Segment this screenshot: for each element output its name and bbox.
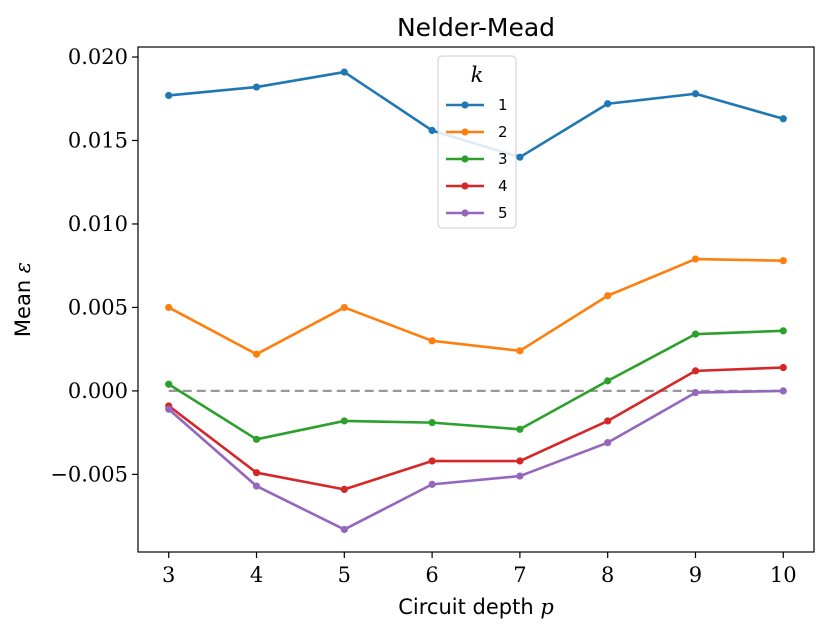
- series-1-point: [428, 126, 436, 135]
- series-5: [165, 387, 787, 534]
- series-3-point: [252, 435, 261, 443]
- axes: 3 4 5 6 7 8 9 10 0.020 0.015 0.010 0.005 0.000 −0.005…: [11, 45, 815, 619]
- series-3-point: [779, 327, 787, 335]
- series-1-point: [252, 83, 261, 91]
- series-2-point: [428, 337, 436, 345]
- x-axis-title: Circuit depth p: [398, 595, 554, 619]
- series-2-point: [691, 255, 700, 263]
- series-3-point: [165, 380, 173, 388]
- series-4-point: [604, 417, 612, 425]
- legend-label: 1: [498, 96, 508, 114]
- legend-label: 2: [498, 123, 508, 141]
- series-layer: [165, 68, 787, 534]
- series-4-point: [779, 363, 787, 372]
- x-tick-label: 5: [338, 563, 351, 587]
- series-4-point: [340, 485, 348, 493]
- legend-item-2: 2: [446, 123, 508, 141]
- legend-item-5: 5: [446, 204, 508, 222]
- legend-label: 5: [498, 204, 508, 222]
- legend-marker: [461, 182, 469, 190]
- x-tick-label: 10: [770, 563, 797, 587]
- legend-title: k: [471, 63, 484, 87]
- series-1-point: [340, 68, 348, 76]
- series-2-point: [516, 347, 524, 355]
- legend-marker: [461, 128, 469, 136]
- series-2-point: [779, 257, 787, 265]
- x-tick-label: 9: [689, 563, 702, 587]
- chart-title: Nelder-Mead: [397, 13, 555, 42]
- series-2-line: [168, 257, 784, 356]
- legend-item-3: 3: [446, 150, 508, 168]
- legend-item-4: 4: [446, 177, 508, 195]
- series-2-point: [165, 303, 173, 312]
- series-4-point: [691, 367, 700, 375]
- y-axis-title: Mean ε: [11, 262, 35, 337]
- series-3-point: [516, 425, 524, 433]
- series-5-point: [252, 482, 261, 490]
- legend-marker: [461, 155, 469, 163]
- series-1-point: [604, 100, 612, 108]
- x-tick-label: 3: [162, 563, 175, 587]
- y-tick-label: 0.020: [68, 45, 128, 69]
- legend-label: 3: [498, 150, 508, 168]
- x-tick-label: 8: [601, 563, 614, 587]
- x-tick-label: 6: [425, 563, 438, 587]
- legend-marker: [461, 209, 469, 217]
- x-tick-label: 7: [513, 563, 526, 587]
- series-2: [165, 255, 787, 358]
- series-4-point: [516, 457, 524, 465]
- legend-label: 4: [498, 177, 508, 195]
- y-tick-label: 0.005: [68, 295, 128, 319]
- series-3-point: [428, 419, 436, 427]
- series-5-point: [340, 525, 348, 534]
- series-1-point: [165, 91, 173, 100]
- legend: k1 2 3 4 5: [437, 55, 517, 229]
- series-4-point: [252, 469, 261, 477]
- series-3-point: [604, 377, 612, 385]
- legend-item-1: 1: [446, 96, 508, 114]
- y-tick-label: 0.015: [68, 128, 128, 152]
- legend-marker: [461, 101, 469, 109]
- series-5-line: [167, 389, 784, 531]
- y-tick-label: 0.010: [68, 212, 128, 236]
- series-5-point: [779, 387, 787, 395]
- series-2-point: [252, 350, 261, 358]
- series-3-point: [340, 417, 348, 425]
- series-5-point: [516, 472, 524, 480]
- series-5-point: [428, 480, 436, 488]
- series-4-point: [428, 457, 436, 465]
- y-tick-label: −0.005: [50, 462, 128, 486]
- series-5-point: [165, 405, 173, 413]
- series-5-point: [691, 388, 700, 397]
- plot-frame: [137, 46, 815, 553]
- x-tick-label: 4: [250, 563, 263, 587]
- series-1-point: [516, 153, 524, 161]
- series-3-point: [691, 330, 700, 338]
- series-3: [165, 327, 787, 443]
- series-2-point: [604, 292, 612, 300]
- series-1-point: [691, 90, 700, 98]
- series-4-line: [167, 366, 784, 491]
- series-2-point: [340, 303, 348, 312]
- series-1-point: [779, 115, 787, 123]
- y-tick-label: 0.000: [68, 379, 128, 403]
- series-3-line: [168, 329, 784, 441]
- series-5-point: [604, 439, 612, 447]
- series-4: [165, 363, 787, 493]
